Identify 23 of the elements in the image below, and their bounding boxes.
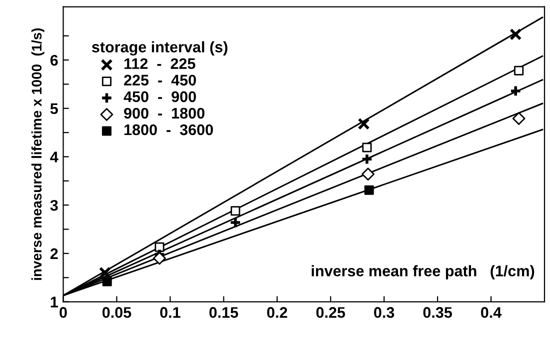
y-tick-label: 2 <box>50 248 58 259</box>
legend-label: 450 - 900 <box>124 91 196 102</box>
legend-label: 112 - 225 <box>124 58 196 70</box>
legend-label: 225 - 450 <box>124 74 196 86</box>
x-tick-label: 0.35 <box>423 307 452 318</box>
legend-label: 900 - 1800 <box>124 108 204 119</box>
y-tick-label: 4 <box>50 152 58 162</box>
y-tick-label: 5 <box>50 103 58 114</box>
x-tick-label: 0.4 <box>481 307 502 318</box>
y-tick-label: 6 <box>50 54 58 66</box>
y-axis-title: inverse measured lifetime x 1000 (1/s) <box>31 28 44 280</box>
legend-title: storage interval (s) <box>92 41 228 56</box>
y-tick-label: 1 <box>50 296 58 308</box>
x-axis-title: inverse mean free path (1/cm) <box>312 265 534 280</box>
x-tick-label: 0.05 <box>102 307 132 318</box>
x-tick-label: 0.15 <box>209 307 238 318</box>
x-tick-label: 0 <box>60 307 67 318</box>
x-tick-label: 0.1 <box>160 307 180 318</box>
y-tick-label: 3 <box>50 200 58 211</box>
x-tick-label: 0.2 <box>267 307 288 318</box>
x-tick-label: 0.3 <box>374 307 394 318</box>
legend-label: 1800 - 3600 <box>124 124 213 136</box>
x-tick-label: 0.25 <box>316 307 346 318</box>
